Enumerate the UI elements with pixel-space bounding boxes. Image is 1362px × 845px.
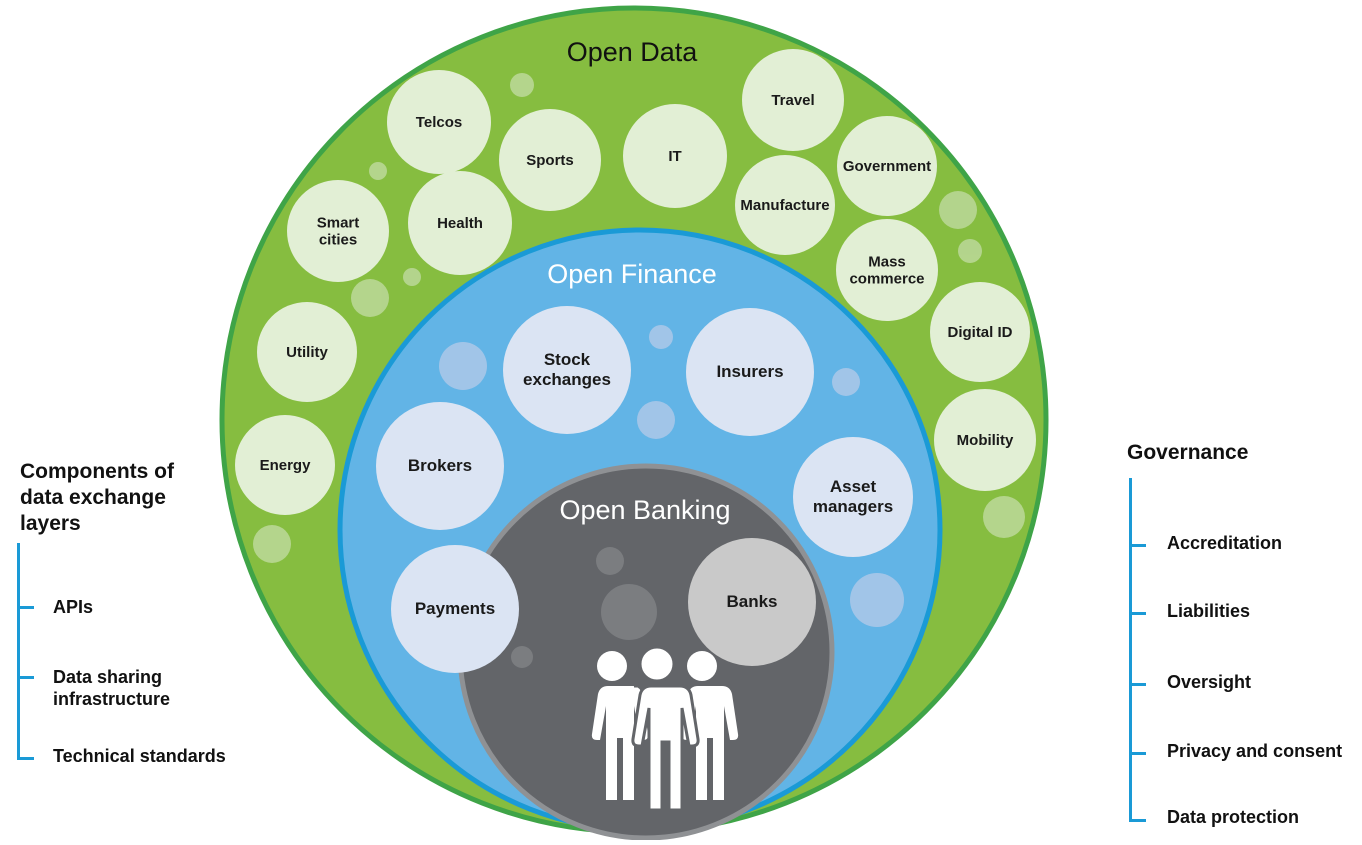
components-panel: Components of data exchange layers bbox=[20, 459, 280, 819]
sector-bubble-mobility bbox=[934, 389, 1036, 491]
sector-label-brokers: Brokers bbox=[408, 456, 472, 475]
governance-heading: Governance bbox=[1127, 441, 1249, 464]
open-finance-title: Open Finance bbox=[547, 259, 717, 289]
people-group-icon bbox=[591, 645, 739, 812]
sector-label-telcos: Telcos bbox=[416, 114, 462, 131]
sector-bubble-digital-id bbox=[930, 282, 1030, 382]
component-item-apis: APIs bbox=[53, 597, 94, 617]
sector-bubble-travel bbox=[742, 49, 844, 151]
sector-label-energy: Energy bbox=[260, 457, 312, 474]
governance-item-privacy: Privacy and consent bbox=[1167, 741, 1343, 761]
governance-item-liabilities: Liabilities bbox=[1167, 601, 1251, 621]
governance-rail bbox=[1129, 478, 1132, 822]
sector-label-payments: Payments bbox=[415, 599, 495, 618]
sector-bubble-asset-managers bbox=[793, 437, 913, 557]
components-tick bbox=[18, 757, 34, 760]
governance-item-data-protection: Data protection bbox=[1167, 807, 1300, 827]
governance-panel: Governance bbox=[1127, 440, 1357, 466]
sector-label-government: Government bbox=[843, 158, 931, 175]
sector-label-utility: Utility bbox=[286, 344, 328, 361]
governance-tick bbox=[1130, 683, 1146, 686]
sector-bubble-telcos bbox=[387, 70, 491, 174]
sector-bubble-health bbox=[408, 171, 512, 275]
governance-tick bbox=[1130, 819, 1146, 822]
components-tick bbox=[18, 606, 34, 609]
sector-label-banks: Banks bbox=[726, 592, 777, 611]
open-data-sectors: Telcos Sports IT Travel Government Manufactur… bbox=[235, 49, 1036, 515]
sector-bubble-mass-commerce bbox=[836, 219, 938, 321]
sector-label-health: Health bbox=[437, 215, 483, 232]
decorative-bubbles-gray bbox=[511, 547, 657, 668]
sector-label-mobility: Mobility bbox=[957, 432, 1014, 449]
governance-tick bbox=[1130, 544, 1146, 547]
sector-bubble-payments bbox=[391, 545, 519, 673]
sector-label-smart-cities: Smart cities bbox=[317, 215, 360, 249]
sector-bubble-manufacture bbox=[735, 155, 835, 255]
open-data-title: Open Data bbox=[567, 37, 699, 67]
component-item-data-sharing: Data sharing infrastructure bbox=[53, 667, 171, 709]
sector-bubble-government bbox=[837, 116, 937, 216]
sector-bubble-it bbox=[623, 104, 727, 208]
sector-label-stock-exchanges: Stock exchanges bbox=[523, 350, 611, 389]
sector-bubble-stock-exchanges bbox=[503, 306, 631, 434]
open-banking-title: Open Banking bbox=[559, 495, 730, 525]
sector-label-manufacture: Manufacture bbox=[740, 197, 829, 214]
components-tick bbox=[18, 676, 34, 679]
sector-label-it: IT bbox=[668, 148, 681, 165]
decorative-bubbles-green bbox=[253, 73, 1025, 563]
governance-item-accreditation: Accreditation bbox=[1167, 533, 1283, 553]
components-rail bbox=[17, 543, 20, 760]
governance-item-oversight: Oversight bbox=[1167, 672, 1252, 692]
sector-label-digital-id: Digital ID bbox=[947, 324, 1012, 341]
open-banking-sectors: Banks bbox=[688, 538, 816, 666]
governance-tick bbox=[1130, 612, 1146, 615]
component-item-technical-standards: Technical standards bbox=[53, 746, 226, 766]
sector-bubble-smart-cities bbox=[287, 180, 389, 282]
sector-bubble-energy bbox=[235, 415, 335, 515]
open-finance-sectors: Stock exchanges Insurers Brokers Asset manage… bbox=[376, 306, 913, 673]
sector-label-sports: Sports bbox=[526, 152, 574, 169]
sector-bubble-insurers bbox=[686, 308, 814, 436]
sector-bubble-sports bbox=[499, 109, 601, 211]
governance-tick bbox=[1130, 752, 1146, 755]
sector-bubble-utility bbox=[257, 302, 357, 402]
sector-bubble-brokers bbox=[376, 402, 504, 530]
components-heading: Components of data exchange layers bbox=[20, 460, 174, 535]
sector-bubble-banks bbox=[688, 538, 816, 666]
sector-label-insurers: Insurers bbox=[716, 362, 783, 381]
sector-label-asset-managers: Asset managers bbox=[813, 477, 893, 516]
sector-label-mass-commerce: Mass commerce bbox=[849, 254, 924, 288]
sector-label-travel: Travel bbox=[771, 92, 814, 109]
decorative-bubbles-blue bbox=[439, 325, 904, 627]
